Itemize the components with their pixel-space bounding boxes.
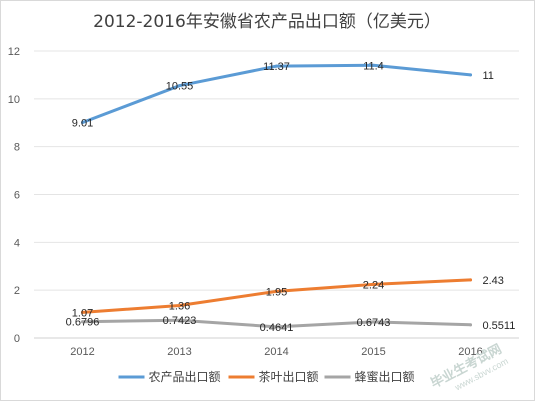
chart-title: 2012-2016年安徽省农产品出口额（亿美元）: [93, 12, 441, 32]
data-point: [178, 318, 181, 322]
x-tick-label: 2016: [458, 346, 482, 358]
y-tick-label: 12: [8, 46, 20, 58]
x-tick-label: 2012: [70, 346, 94, 358]
x-axis-ticks: 2012 2013 2014 2015 2016: [70, 346, 482, 358]
y-tick-label: 10: [8, 94, 20, 106]
data-label: 11.4: [363, 60, 384, 72]
data-point: [81, 320, 84, 324]
data-label: 10.55: [166, 81, 194, 93]
data-point: [275, 325, 278, 329]
data-label: 0.7423: [163, 315, 197, 327]
data-point: [178, 84, 181, 88]
data-point: [372, 320, 375, 324]
data-point: [81, 121, 84, 125]
x-tick-label: 2015: [361, 346, 385, 358]
y-tick-label: 2: [14, 285, 20, 297]
data-label: 9.01: [72, 118, 93, 130]
data-label: 1.95: [266, 286, 287, 298]
data-point: [469, 73, 472, 77]
y-axis-ticks: 0 2 4 6 8 10 12: [8, 46, 20, 345]
data-labels: 9.01 10.55 11.37 11.4 11 1.07 1.36 1.95 2.24 2.43…: [66, 60, 516, 334]
data-point: [469, 323, 472, 327]
data-label: 1.36: [169, 300, 190, 312]
data-label: 11.37: [263, 61, 290, 73]
x-tick-label: 2014: [264, 346, 288, 358]
legend: 农产品出口额 茶叶出口额 蜂蜜出口额: [118, 369, 415, 384]
y-tick-label: 8: [14, 142, 20, 154]
y-tick-label: 0: [14, 333, 20, 345]
data-label: 1.07: [72, 307, 93, 319]
data-label: 0.6796: [66, 317, 100, 329]
data-point: [372, 282, 375, 286]
data-label: 0.6743: [357, 317, 391, 329]
data-label: 0.5511: [483, 320, 516, 332]
x-tick-label: 2013: [167, 346, 191, 358]
data-label: 2.43: [483, 275, 504, 287]
data-point: [178, 303, 181, 307]
data-point: [81, 310, 84, 314]
y-tick-label: 6: [14, 190, 20, 202]
data-label: 2.24: [363, 279, 384, 291]
legend-label: 农产品出口额: [149, 370, 221, 384]
gridlines: [34, 50, 519, 339]
data-point: [275, 64, 278, 68]
data-point: [275, 289, 278, 293]
series-lines: [81, 63, 472, 329]
data-point: [469, 278, 472, 282]
legend-label: 蜂蜜出口额: [355, 369, 415, 384]
data-point: [372, 63, 375, 67]
legend-label: 茶叶出口额: [259, 369, 319, 384]
series-line: [81, 63, 472, 124]
data-label: 11: [483, 70, 494, 82]
y-tick-label: 4: [14, 237, 20, 249]
data-label: 0.4641: [260, 322, 294, 334]
